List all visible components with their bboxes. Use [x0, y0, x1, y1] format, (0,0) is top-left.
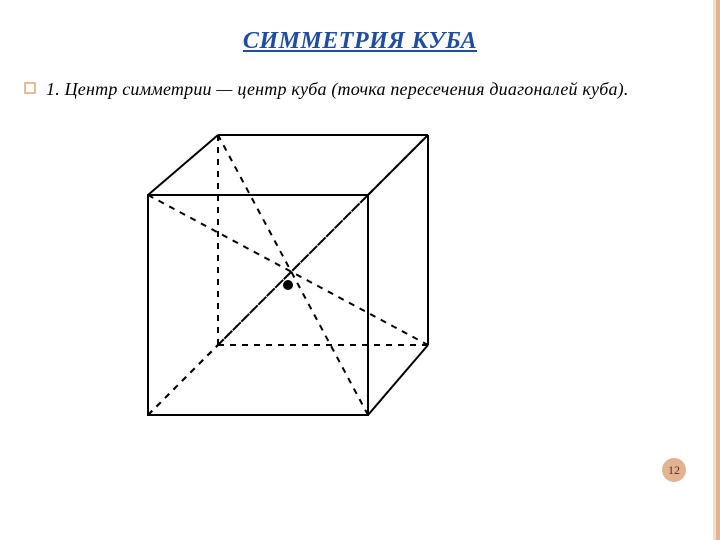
accent-bar-outer [716, 0, 720, 540]
bullet-square-icon [24, 81, 36, 99]
cube-center-point [283, 280, 293, 290]
page-number-badge: 12 [662, 458, 686, 482]
bullet-item: 1. Центр симметрии — центр куба (точка п… [24, 77, 672, 101]
bullet-text: 1. Центр симметрии — центр куба (точка п… [46, 77, 629, 101]
cube-diagram [128, 125, 458, 445]
cube-figure [128, 125, 672, 450]
page-title: СИММЕТРИЯ КУБА [48, 28, 672, 55]
slide-content: СИММЕТРИЯ КУБА 1. Центр симметрии — цент… [0, 0, 720, 450]
accent-bar-inner [713, 0, 716, 540]
page-number: 12 [668, 463, 680, 478]
bullet-rect [25, 83, 35, 93]
